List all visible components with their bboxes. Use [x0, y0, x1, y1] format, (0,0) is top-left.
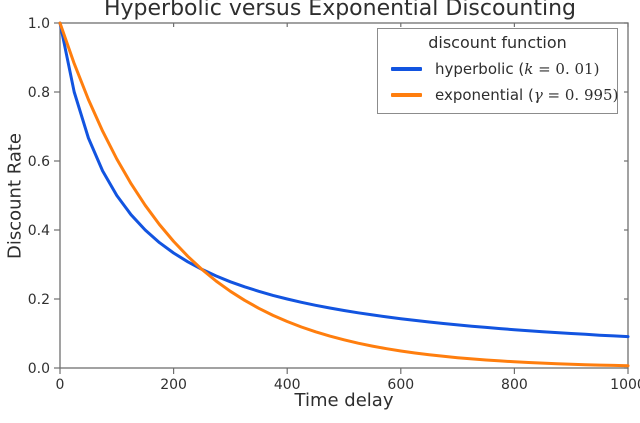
legend-label-math: γ = 0. 995)	[534, 86, 619, 104]
legend-entry-hyperbolic: hyperbolic (k = 0. 01)	[378, 60, 617, 78]
legend-label-exponential: exponential (γ = 0. 995)	[435, 86, 618, 104]
x-tick-label: 600	[387, 377, 414, 393]
x-tick-label: 200	[160, 377, 187, 393]
y-tick-label: 0.6	[28, 154, 50, 170]
math-value: = 0. 995)	[542, 86, 619, 104]
y-tick-label: 1.0	[28, 16, 50, 32]
chart-title: Hyperbolic versus Exponential Discountin…	[103, 0, 576, 21]
legend-label-text: exponential (	[435, 86, 534, 104]
x-axis-label: Time delay	[294, 390, 394, 411]
legend: discount function hyperbolic (k = 0. 01)…	[377, 28, 618, 114]
legend-title: discount function	[428, 33, 567, 52]
legend-entry-exponential: exponential (γ = 0. 995)	[378, 86, 618, 104]
axes-frame	[59, 22, 629, 369]
x-tick-label: 0	[56, 377, 65, 393]
y-tick-label: 0.0	[28, 361, 50, 377]
curve-hyperbolic	[58, 21, 630, 339]
legend-label-text: hyperbolic (	[435, 60, 525, 78]
math-symbol: γ	[533, 86, 543, 104]
math-symbol: k	[524, 60, 534, 78]
y-axis-label: Discount Rate	[4, 132, 26, 260]
legend-label-math: k = 0. 01)	[524, 60, 599, 78]
y-tick-label: 0.8	[28, 85, 50, 101]
legend-label-hyperbolic: hyperbolic (k = 0. 01)	[435, 60, 599, 78]
legend-line-exponential-icon	[391, 93, 422, 97]
x-tick-label: 400	[274, 377, 301, 393]
curve-exponential	[58, 21, 630, 368]
x-tick-label: 800	[501, 377, 528, 393]
y-tick-label: 0.4	[28, 223, 50, 239]
y-tick-label: 0.2	[28, 292, 50, 308]
legend-line-hyperbolic-icon	[391, 67, 422, 71]
math-value: = 0. 01)	[533, 60, 600, 78]
